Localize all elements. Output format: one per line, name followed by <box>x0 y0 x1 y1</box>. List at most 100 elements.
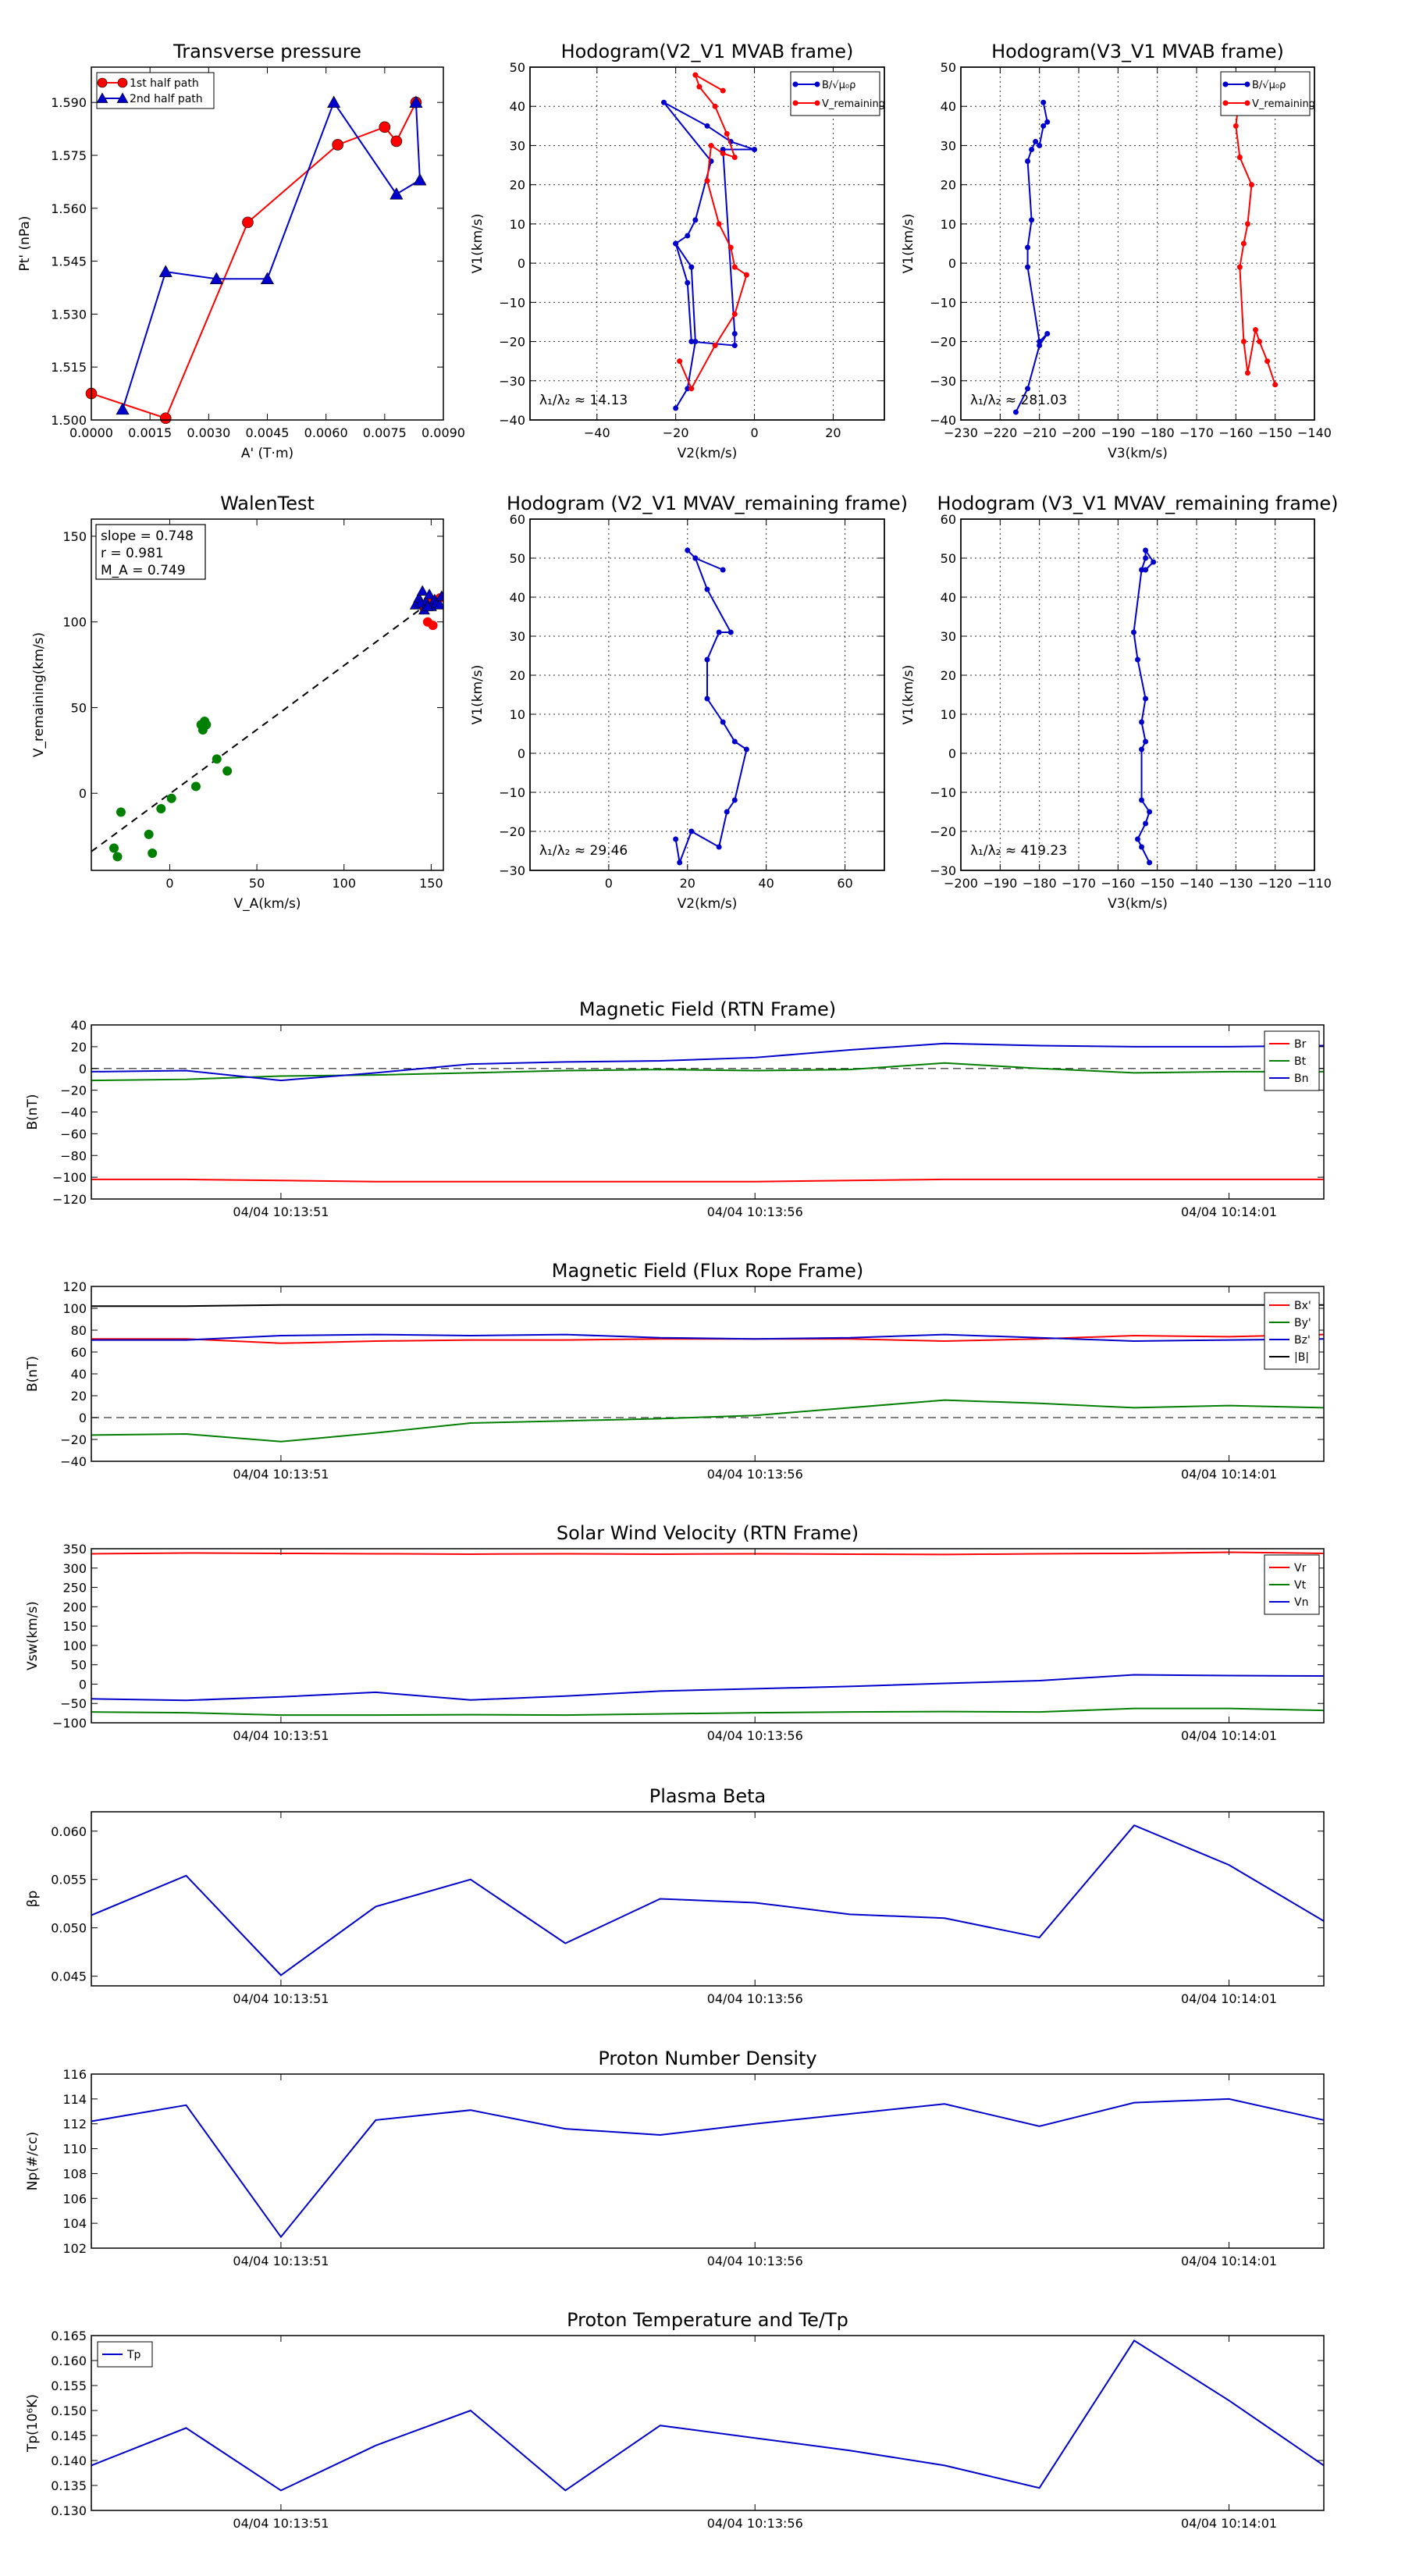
plot-frame <box>91 2335 1325 2511</box>
y-tick-label: 1.575 <box>51 148 87 163</box>
x-tick-label: 0.0045 <box>246 425 290 440</box>
x-tick-label: 04/04 10:14:01 <box>1181 2254 1277 2268</box>
data-point <box>1012 409 1019 415</box>
plot-frame <box>529 66 885 421</box>
y-tick-label: 250 <box>62 1581 87 1596</box>
y-tick-label: 20 <box>71 1040 87 1055</box>
data-point <box>1139 567 1145 573</box>
chart-ts6: 04/04 10:13:51 04/04 10:13:56 04/04 10:14:… <box>25 2309 1325 2531</box>
y-axis-label: Pt' (nPa) <box>17 216 33 272</box>
plot-frame <box>529 518 885 871</box>
data-point <box>209 272 223 284</box>
x-tick-label: −230 <box>944 425 978 440</box>
y-tick-label: 0 <box>518 746 525 761</box>
x-tick-label: −200 <box>944 876 978 891</box>
y-tick-label: 102 <box>62 2241 87 2256</box>
legend-label: By' <box>1294 1317 1311 1329</box>
data-point <box>166 793 176 803</box>
x-tick-label: 04/04 10:13:56 <box>707 2254 803 2268</box>
chart-title: Hodogram (V3_V1 MVAV_remaining frame) <box>937 493 1338 514</box>
y-tick-label: 30 <box>941 629 956 644</box>
y-tick-label: 50 <box>71 1658 87 1673</box>
y-tick-label: 60 <box>941 512 956 527</box>
data-point <box>1236 264 1243 270</box>
y-tick-label: 40 <box>71 1367 87 1382</box>
data-point <box>724 809 730 815</box>
y-tick-label: 100 <box>62 1638 87 1653</box>
y-tick-label: −10 <box>499 785 525 800</box>
legend: Vr Vt Vn <box>1264 1554 1320 1615</box>
ratio-annotation: λ₁/λ₂ ≈ 14.13 <box>539 393 628 408</box>
data-point <box>677 859 683 866</box>
y-tick-label: 60 <box>510 512 525 527</box>
data-point <box>413 173 427 186</box>
y-tick-label: 1.590 <box>51 95 87 110</box>
y-tick-label: −10 <box>930 295 956 310</box>
x-tick-label: −160 <box>1218 425 1253 440</box>
x-tick-label: 0 <box>750 425 758 440</box>
data-point <box>1135 836 1140 842</box>
chart-h4: −200 −190 −180 −170 −160 −150 −140 −130 −120 −110… <box>901 493 1339 912</box>
x-tick-label: 04/04 10:13:56 <box>707 1204 803 1219</box>
x-tick-label: −190 <box>1101 425 1135 440</box>
x-tick-label: 0.0075 <box>363 425 407 440</box>
legend-marker <box>814 81 820 87</box>
data-point <box>1244 221 1250 227</box>
chart-title: Proton Number Density <box>598 2048 816 2069</box>
series-line-1 <box>91 2097 1325 2239</box>
legend-marker <box>1244 81 1250 87</box>
legend-label: Bz' <box>1294 1334 1311 1347</box>
x-tick-label: 150 <box>419 876 443 891</box>
x-tick-label: 04/04 10:13:51 <box>233 2516 329 2531</box>
plot-frame <box>91 1548 1325 1724</box>
data-point <box>692 72 699 78</box>
data-point <box>1135 656 1140 663</box>
legend-marker <box>792 100 799 106</box>
y-tick-label: −30 <box>930 374 956 389</box>
x-tick-label: −40 <box>584 425 610 440</box>
x-axis-label: V2(km/s) <box>678 446 738 461</box>
legend: Bx' By' Bz' |B| <box>1264 1292 1320 1370</box>
legend-label: Vr <box>1294 1562 1307 1574</box>
y-tick-label: 0.160 <box>51 2354 87 2368</box>
data-point <box>1139 844 1145 850</box>
data-point <box>673 240 679 247</box>
data-point <box>158 265 173 277</box>
data-point <box>1025 158 1031 165</box>
y-tick-label: 100 <box>62 1301 87 1316</box>
data-point <box>727 244 734 251</box>
x-tick-label: 04/04 10:13:56 <box>707 1728 803 1743</box>
y-tick-label: −10 <box>499 295 525 310</box>
x-tick-label: −200 <box>1062 425 1096 440</box>
x-tick-label: 50 <box>249 876 265 891</box>
data-point <box>390 135 403 148</box>
y-tick-label: −30 <box>930 863 956 878</box>
x-tick-label: 0 <box>165 876 173 891</box>
data-point <box>1040 123 1047 129</box>
y-tick-label: 0.055 <box>51 1873 87 1888</box>
data-point <box>423 589 436 600</box>
ratio-annotation: λ₁/λ₂ ≈ 419.23 <box>970 843 1067 859</box>
x-tick-label: 04/04 10:13:51 <box>233 1467 329 1482</box>
plot-frame <box>91 1811 1325 1987</box>
y-tick-label: −20 <box>930 335 956 350</box>
data-point <box>116 807 126 817</box>
legend: B/√μ₀ρ V_remaining <box>1220 71 1315 116</box>
y-axis-label: V1(km/s) <box>470 214 486 274</box>
y-tick-label: 0.150 <box>51 2403 87 2418</box>
data-point <box>212 754 222 764</box>
ratio-annotation: λ₁/λ₂ ≈ 29.46 <box>539 843 628 859</box>
y-tick-label: 0.045 <box>51 1969 87 1984</box>
points <box>109 585 443 862</box>
data-point <box>1029 146 1035 152</box>
data-point <box>1236 155 1243 161</box>
y-tick-label: 40 <box>510 590 525 605</box>
y-tick-label: 30 <box>510 138 525 153</box>
y-tick-label: 50 <box>510 60 525 75</box>
chart-h1: −40 −20 0 20 −40 −30 −20 −10 0 10 20 30 40 50 Hodogram… <box>470 41 885 461</box>
x-tick-label: 20 <box>825 425 841 440</box>
y-tick-label: 0 <box>948 746 956 761</box>
x-tick-label: −150 <box>1140 876 1175 891</box>
data-point <box>688 386 695 392</box>
